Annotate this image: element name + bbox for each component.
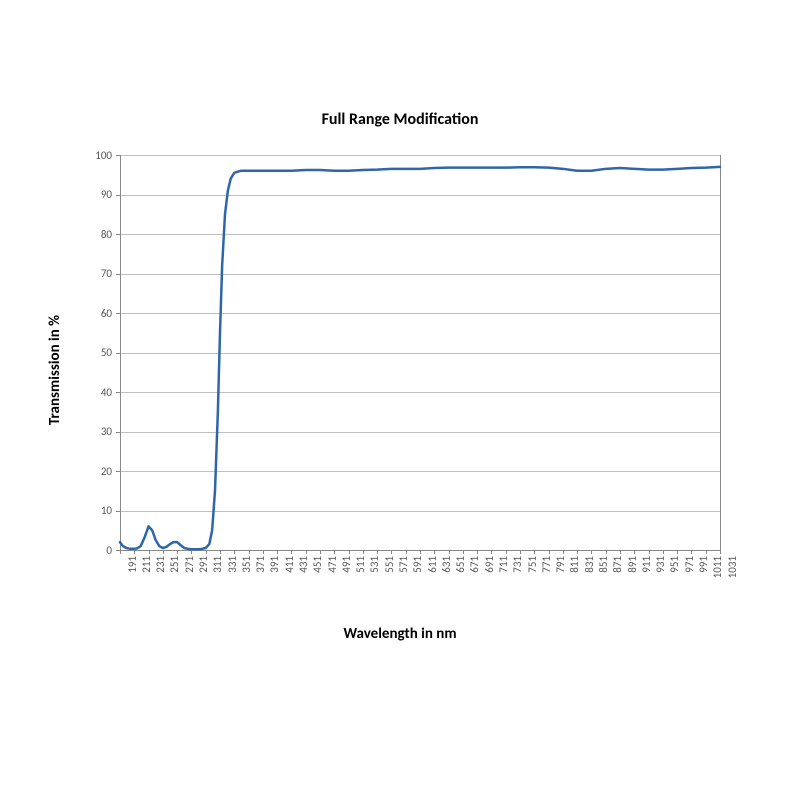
ytick-label: 30 [80, 425, 112, 438]
xtick-label: 411 [283, 556, 296, 586]
xtick-label: 551 [383, 556, 396, 586]
plot-area: 0102030405060708090100191211231251271291… [120, 155, 720, 550]
chart-title: Full Range Modification [0, 110, 800, 129]
xtick-label: 711 [497, 556, 510, 586]
xtick-label: 291 [197, 556, 210, 586]
xtick-label: 211 [140, 556, 153, 586]
xtick-label: 971 [683, 556, 696, 586]
xtick-label: 311 [211, 556, 224, 586]
xtick-label: 371 [254, 556, 267, 586]
ytick-label: 70 [80, 267, 112, 280]
ytick-label: 20 [80, 465, 112, 478]
xtick-label: 431 [297, 556, 310, 586]
xtick-label: 791 [554, 556, 567, 586]
xtick-label: 451 [311, 556, 324, 586]
xtick-label: 1031 [726, 556, 739, 586]
ytick-label: 0 [80, 544, 112, 557]
xtick-label: 911 [640, 556, 653, 586]
xtick-label: 891 [626, 556, 639, 586]
xtick-label: 811 [568, 556, 581, 586]
xtick-label: 491 [340, 556, 353, 586]
xtick-label: 931 [654, 556, 667, 586]
xtick-label: 611 [426, 556, 439, 586]
y-axis-label: Transmission in % [46, 315, 64, 425]
xtick-label: 951 [668, 556, 681, 586]
ytick-label: 60 [80, 307, 112, 320]
xtick-label: 991 [697, 556, 710, 586]
xtick-label: 511 [354, 556, 367, 586]
xtick-label: 731 [511, 556, 524, 586]
ytick-label: 10 [80, 504, 112, 517]
ytick-label: 40 [80, 386, 112, 399]
xtick-label: 331 [226, 556, 239, 586]
xtick-label: 691 [483, 556, 496, 586]
xtick-label: 531 [368, 556, 381, 586]
xtick-label: 871 [611, 556, 624, 586]
ytick-label: 80 [80, 228, 112, 241]
xtick-label: 771 [540, 556, 553, 586]
ytick-label: 100 [80, 149, 112, 162]
xtick-label: 471 [326, 556, 339, 586]
xtick-label: 1011 [711, 556, 724, 586]
xtick-label: 271 [183, 556, 196, 586]
xtick-label: 671 [468, 556, 481, 586]
xtick-label: 851 [597, 556, 610, 586]
ytick-label: 90 [80, 188, 112, 201]
xtick-label: 751 [526, 556, 539, 586]
transmission-series [120, 155, 720, 550]
xtick-label: 571 [397, 556, 410, 586]
xtick-label: 351 [240, 556, 253, 586]
xtick-label: 631 [440, 556, 453, 586]
xtick-label: 591 [411, 556, 424, 586]
xtick-label: 191 [126, 556, 139, 586]
xtick-label: 231 [154, 556, 167, 586]
xtick-label: 831 [583, 556, 596, 586]
xtick-label: 391 [268, 556, 281, 586]
xtick-label: 251 [168, 556, 181, 586]
x-axis-label: Wavelength in nm [0, 625, 800, 643]
ytick-label: 50 [80, 346, 112, 359]
xtick-label: 651 [454, 556, 467, 586]
